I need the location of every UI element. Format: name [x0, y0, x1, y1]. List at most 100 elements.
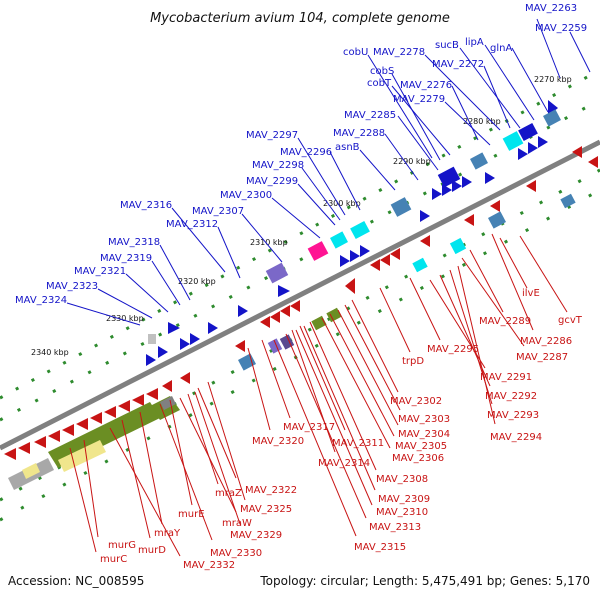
gene-box[interactable] — [350, 220, 370, 240]
gene-box[interactable] — [307, 241, 329, 261]
gene-label[interactable]: MAV_2298 — [252, 160, 304, 171]
gene-label[interactable]: MAV_2295 — [427, 344, 479, 355]
gene-label[interactable]: MAV_2311 — [332, 438, 384, 449]
gene-arrow[interactable] — [260, 316, 270, 328]
gene-label[interactable]: MAV_2322 — [245, 485, 297, 496]
gene-arrow[interactable] — [162, 380, 172, 392]
gene-label[interactable]: MAV_2296 — [280, 147, 332, 158]
gene-arrow[interactable] — [290, 300, 300, 312]
gene-label[interactable]: ilvE — [522, 288, 540, 299]
gene-arrow[interactable] — [62, 424, 74, 436]
gene-label[interactable]: MAV_2329 — [230, 530, 282, 541]
gene-label[interactable]: MAV_2300 — [220, 190, 272, 201]
gene-box[interactable] — [238, 353, 256, 371]
gene-label[interactable]: MAV_2279 — [393, 94, 445, 105]
gene-label[interactable]: MAV_2310 — [376, 507, 428, 518]
gene-label[interactable]: MAV_2306 — [392, 453, 444, 464]
gene-arrow[interactable] — [490, 200, 500, 212]
gene-arrow[interactable] — [390, 248, 400, 260]
gene-label[interactable]: MAV_2303 — [398, 414, 450, 425]
gene-label[interactable]: murC — [100, 554, 127, 565]
gene-label[interactable]: MAV_2323 — [46, 281, 98, 292]
gene-label[interactable]: MAV_2285 — [344, 110, 396, 121]
gene-arrow[interactable] — [420, 210, 430, 222]
gene-arrow[interactable] — [442, 184, 452, 196]
gene-box[interactable] — [488, 211, 506, 229]
gene-label[interactable]: murE — [178, 509, 205, 520]
gene-arrow[interactable] — [235, 340, 245, 352]
gene-box[interactable] — [470, 152, 488, 170]
gene-label[interactable]: MAV_2293 — [487, 410, 539, 421]
gene-arrow[interactable] — [146, 388, 158, 400]
gene-label[interactable]: cobU — [343, 47, 368, 58]
gene-arrow[interactable] — [76, 418, 88, 430]
gene-arrow[interactable] — [4, 448, 16, 460]
gene-label[interactable]: MAV_2299 — [246, 176, 298, 187]
gene-arrow[interactable] — [588, 156, 598, 168]
gene-band[interactable] — [160, 396, 176, 410]
gene-arrow[interactable] — [572, 146, 582, 158]
gene-label[interactable]: MAV_2320 — [252, 436, 304, 447]
gene-arrow[interactable] — [370, 259, 380, 271]
gene-arrow[interactable] — [432, 188, 442, 200]
gene-box[interactable] — [265, 262, 289, 284]
gene-arrow[interactable] — [380, 254, 390, 266]
gene-label[interactable]: glnA — [490, 43, 512, 54]
gene-label[interactable]: sucB — [435, 40, 459, 51]
gene-label[interactable]: MAV_2308 — [376, 474, 428, 485]
gene-box[interactable] — [449, 237, 467, 255]
gene-arrow[interactable] — [132, 394, 144, 406]
gene-label[interactable]: murG — [108, 540, 136, 551]
gene-label[interactable]: MAV_2302 — [390, 396, 442, 407]
gene-arrow[interactable] — [158, 346, 168, 358]
gene-label[interactable]: MAV_2330 — [210, 548, 262, 559]
gene-label[interactable]: MAV_2324 — [15, 295, 67, 306]
gene-arrow[interactable] — [350, 250, 360, 262]
gene-band[interactable] — [22, 463, 40, 479]
gene-label[interactable]: MAV_2312 — [166, 219, 218, 230]
gene-arrow[interactable] — [90, 412, 102, 424]
gene-label[interactable]: MAV_2297 — [246, 130, 298, 141]
gene-label[interactable]: MAV_2316 — [120, 200, 172, 211]
gene-arrow[interactable] — [518, 148, 528, 160]
gene-label[interactable]: MAV_2289 — [479, 316, 531, 327]
gene-arrow[interactable] — [118, 400, 130, 412]
gene-arrow[interactable] — [548, 100, 558, 116]
gene-label[interactable]: MAV_2272 — [432, 59, 484, 70]
gene-label[interactable]: trpD — [402, 356, 424, 367]
gene-label[interactable]: lipA — [465, 37, 484, 48]
gene-label[interactable]: MAV_2314 — [318, 458, 370, 469]
gene-label[interactable]: cobS — [370, 66, 394, 77]
gene-label[interactable]: MAV_2325 — [240, 504, 292, 515]
gene-label[interactable]: gcvT — [558, 315, 583, 326]
gene-arrow[interactable] — [360, 245, 370, 257]
gene-label[interactable]: MAV_2288 — [333, 128, 385, 139]
gene-arrow[interactable] — [526, 180, 536, 192]
gene-arrow[interactable] — [340, 255, 350, 267]
gene-label[interactable]: MAV_2319 — [100, 253, 152, 264]
gene-label[interactable]: murD — [138, 545, 166, 556]
gene-arrow[interactable] — [208, 322, 218, 334]
gene-label[interactable]: MAV_2287 — [516, 352, 568, 363]
gene-arrow[interactable] — [146, 354, 156, 366]
gene-arrow[interactable] — [270, 311, 280, 323]
gene-arrow[interactable] — [48, 430, 60, 442]
gene-label[interactable]: MAV_2278 — [373, 47, 425, 58]
gene-band[interactable] — [58, 440, 106, 472]
gene-arrow[interactable] — [34, 436, 46, 448]
gene-label[interactable]: mraZ — [215, 488, 242, 499]
gene-label[interactable]: MAV_2304 — [398, 429, 450, 440]
gene-box[interactable] — [330, 231, 348, 249]
gene-box[interactable] — [437, 166, 461, 188]
gene-arrow[interactable] — [190, 333, 200, 345]
gene-label[interactable]: MAV_2309 — [378, 494, 430, 505]
gene-arrow[interactable] — [278, 285, 290, 297]
gene-arrow[interactable] — [280, 305, 290, 317]
gene-arrow[interactable] — [238, 305, 248, 317]
gene-label[interactable]: MAV_2292 — [485, 391, 537, 402]
gene-label[interactable]: MAV_2263 — [525, 3, 577, 14]
gene-arrow[interactable] — [464, 214, 474, 226]
gene-arrow[interactable] — [180, 338, 190, 350]
gene-box[interactable] — [390, 197, 412, 217]
gene-arrow[interactable] — [462, 176, 472, 188]
